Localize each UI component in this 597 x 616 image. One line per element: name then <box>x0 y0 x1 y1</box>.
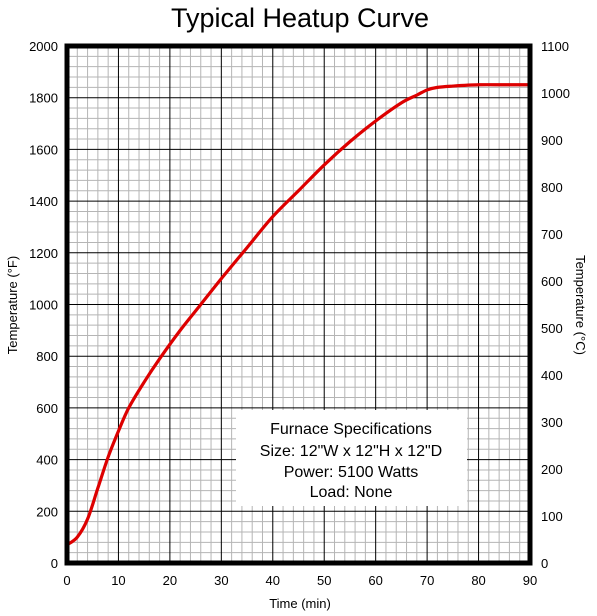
x-tick-label: 50 <box>317 573 331 588</box>
plot-frame <box>64 43 533 566</box>
y-tick-label-left: 200 <box>36 504 58 519</box>
y-tick-label-left: 1400 <box>29 194 58 209</box>
specifications-power: Power: 5100 Watts <box>284 464 419 481</box>
y-tick-label-right: 1100 <box>541 39 569 54</box>
x-tick-label: 20 <box>163 573 177 588</box>
x-tick-label: 10 <box>111 573 125 588</box>
furnace-specifications-box: Furnace Specifications Size: 12"W x 12"H… <box>236 410 467 506</box>
specifications-background <box>236 410 467 506</box>
y-tick-label-left: 1800 <box>29 91 58 106</box>
x-tick-label: 60 <box>368 573 382 588</box>
y-tick-label-right: 900 <box>541 133 563 148</box>
x-tick-label: 80 <box>471 573 485 588</box>
x-tick-label: 70 <box>420 573 434 588</box>
y-axis-label-left: Temperature (°F) <box>5 256 20 354</box>
y-tick-label-left: 1000 <box>29 298 58 313</box>
chart-title: Typical Heatup Curve <box>171 3 429 33</box>
tick-labels: 0 10 20 30 40 50 60 70 80 90020040060080010001200… <box>29 39 570 588</box>
y-tick-label-right: 500 <box>541 321 563 336</box>
y-tick-label-right: 400 <box>541 368 563 383</box>
y-tick-label-right: 300 <box>541 415 563 430</box>
specifications-load: Load: None <box>310 484 393 501</box>
y-tick-label-right: 100 <box>541 509 563 524</box>
x-axis-label: Time (min) <box>269 596 331 611</box>
y-tick-label-right: 800 <box>541 180 563 195</box>
x-tick-label: 30 <box>214 573 228 588</box>
y-tick-label-right: 0 <box>541 556 548 571</box>
plot-border <box>64 43 533 566</box>
y-tick-label-left: 0 <box>51 556 58 571</box>
y-tick-label-left: 400 <box>36 453 58 468</box>
x-tick-label: 40 <box>266 573 280 588</box>
y-tick-label-left: 1600 <box>29 142 58 157</box>
y-tick-label-right: 200 <box>541 462 563 477</box>
x-tick-label: 90 <box>523 573 537 588</box>
y-tick-label-right: 600 <box>541 274 563 289</box>
series-layer <box>65 83 532 547</box>
x-tick-label: 0 <box>63 573 70 588</box>
series-line-heatup <box>65 83 532 547</box>
y-tick-label-left: 800 <box>36 349 58 364</box>
y-tick-label-left: 1200 <box>29 246 58 261</box>
specifications-heading: Furnace Specifications <box>270 421 432 438</box>
specifications-size: Size: 12"W x 12"H x 12"D <box>260 443 442 460</box>
y-axis-label-right: Temperature (°C) <box>573 255 588 355</box>
y-tick-label-right: 700 <box>541 227 563 242</box>
y-tick-label-left: 600 <box>36 401 58 416</box>
y-tick-label-left: 2000 <box>29 39 58 54</box>
y-tick-label-right: 1000 <box>541 86 570 101</box>
